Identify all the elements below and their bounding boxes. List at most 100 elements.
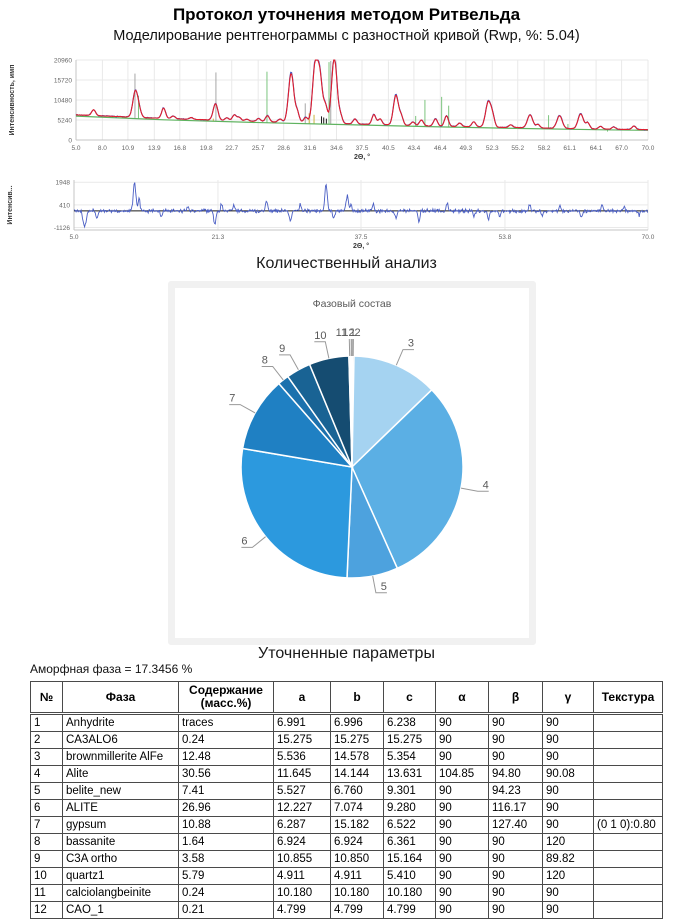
table-cell: 90 [435,731,489,749]
table-cell: 90 [435,713,489,732]
pie-slice-label: 10 [314,330,326,342]
table-header-cell: α [435,681,489,715]
table-cell: 90 [435,748,489,766]
table-cell: 3.58 [178,850,274,868]
table-cell: 94.23 [488,782,543,800]
svg-text:52.3: 52.3 [486,145,499,152]
table-cell: 10.855 [273,850,331,868]
table-row: 12 CAO_1 0.21 4.799 4.799 4.799 90 90 90 [30,901,663,919]
table-cell [593,731,663,749]
pie-slice-label: 9 [279,343,285,355]
pie-slice-label: 7 [229,393,235,405]
table-cell [593,765,663,783]
table-row: 10 quartz1 5.79 4.911 4.911 5.410 90 90 120 [30,867,663,885]
table-header-cell: β [488,681,543,715]
table-cell: 94.80 [488,765,543,783]
table-cell: 90.08 [542,765,594,783]
table-header-cell: c [383,681,436,715]
svg-text:34.6: 34.6 [330,145,343,152]
table-header-cell: b [330,681,384,715]
svg-text:16.8: 16.8 [174,145,187,152]
table-cell: 90 [435,782,489,800]
svg-text:0: 0 [68,138,72,145]
table-cell: 4.911 [330,867,384,885]
page-title: Протокол уточнения методом Ритвельда [172,5,521,24]
table-cell: 7.074 [330,799,384,817]
table-cell: C3A ortho [62,850,179,868]
table-cell: 6.991 [273,713,331,732]
table-cell: traces [178,713,274,732]
table-cell: 116.17 [488,799,543,817]
svg-text:Интенсивность, имп: Интенсивность, имп [9,65,16,136]
table-cell [593,884,663,902]
pie-slice-label: 4 [483,479,489,491]
svg-text:70.0: 70.0 [642,234,655,241]
table-cell [593,901,663,919]
table-cell: 15.275 [330,731,384,749]
table-cell: 90 [435,799,489,817]
table-cell: 90 [435,833,489,851]
table-cell: 127.40 [488,816,543,834]
table-cell: 90 [435,884,489,902]
refined-parameters-heading: Уточненные параметры [258,645,435,662]
pie-slice-label: 2 [355,327,361,339]
table-cell: 15.275 [383,731,436,749]
table-cell: 90 [488,867,543,885]
svg-text:5.0: 5.0 [69,234,78,241]
svg-text:37.5: 37.5 [356,145,369,152]
svg-text:5240: 5240 [58,118,73,125]
table-cell: belite_new [62,782,179,800]
table-cell: 13.631 [383,765,436,783]
phase-composition-panel: Фазовый состав 1 2 3 4 5 6 7 8 9 10 11 12 [168,281,536,645]
table-cell: 1.64 [178,833,274,851]
svg-text:10.9: 10.9 [122,145,135,152]
table-header-cell: Фаза [62,681,179,715]
table-row: 7 gypsum 10.88 6.287 15.182 6.522 90 127.40 90 (0… [30,816,663,834]
table-cell: 10.180 [383,884,436,902]
table-cell: 26.96 [178,799,274,817]
pie-slice-label: 3 [408,338,414,350]
svg-text:67.0: 67.0 [615,145,628,152]
pie-chart-title: Фазовый состав [312,298,392,310]
table-cell [593,799,663,817]
pie-slice-label: 1 [350,327,356,339]
svg-text:25.7: 25.7 [252,145,265,152]
table-cell: 90 [435,850,489,868]
table-cell: gypsum [62,816,179,834]
table-cell: 15.182 [330,816,384,834]
table-cell: 90 [488,884,543,902]
table-header-cell: γ [542,681,594,715]
table-cell: 4.799 [273,901,331,919]
table-cell: 10.180 [330,884,384,902]
table-cell: 12.48 [178,748,274,766]
table-cell: 90 [542,731,594,749]
svg-text:46.4: 46.4 [434,145,447,152]
svg-text:5.0: 5.0 [71,145,80,152]
svg-text:19.8: 19.8 [200,145,213,152]
table-row: 3 brownmillerite AlFe 12.48 5.536 14.578 5.35… [30,748,663,766]
table-row: 2 CA3ALO6 0.24 15.275 15.275 15.275 90 90 90 [30,731,663,749]
svg-text:53.8: 53.8 [499,234,512,241]
table-cell: 11.645 [273,765,331,783]
svg-text:28.6: 28.6 [277,145,290,152]
table-cell: 90 [488,901,543,919]
table-cell: 14.578 [330,748,384,766]
table-cell: 4 [30,765,63,783]
svg-text:22.7: 22.7 [225,145,238,152]
table-cell: 90 [542,713,594,732]
table-cell: 6.924 [330,833,384,851]
table-cell: 90 [488,850,543,868]
svg-text:61.1: 61.1 [563,145,576,152]
table-cell: 7 [30,816,63,834]
table-cell: 4.799 [330,901,384,919]
table-cell: 5.354 [383,748,436,766]
svg-text:-1126: -1126 [54,225,71,232]
table-cell: 6.522 [383,816,436,834]
pie-slice-label: 5 [381,581,387,593]
svg-text:15720: 15720 [54,78,72,85]
svg-text:Интенсив...: Интенсив... [7,185,14,224]
table-cell: 9.301 [383,782,436,800]
page-subtitle: Моделирование рентгенограммы с разностно… [113,28,580,44]
svg-text:10480: 10480 [54,98,72,105]
